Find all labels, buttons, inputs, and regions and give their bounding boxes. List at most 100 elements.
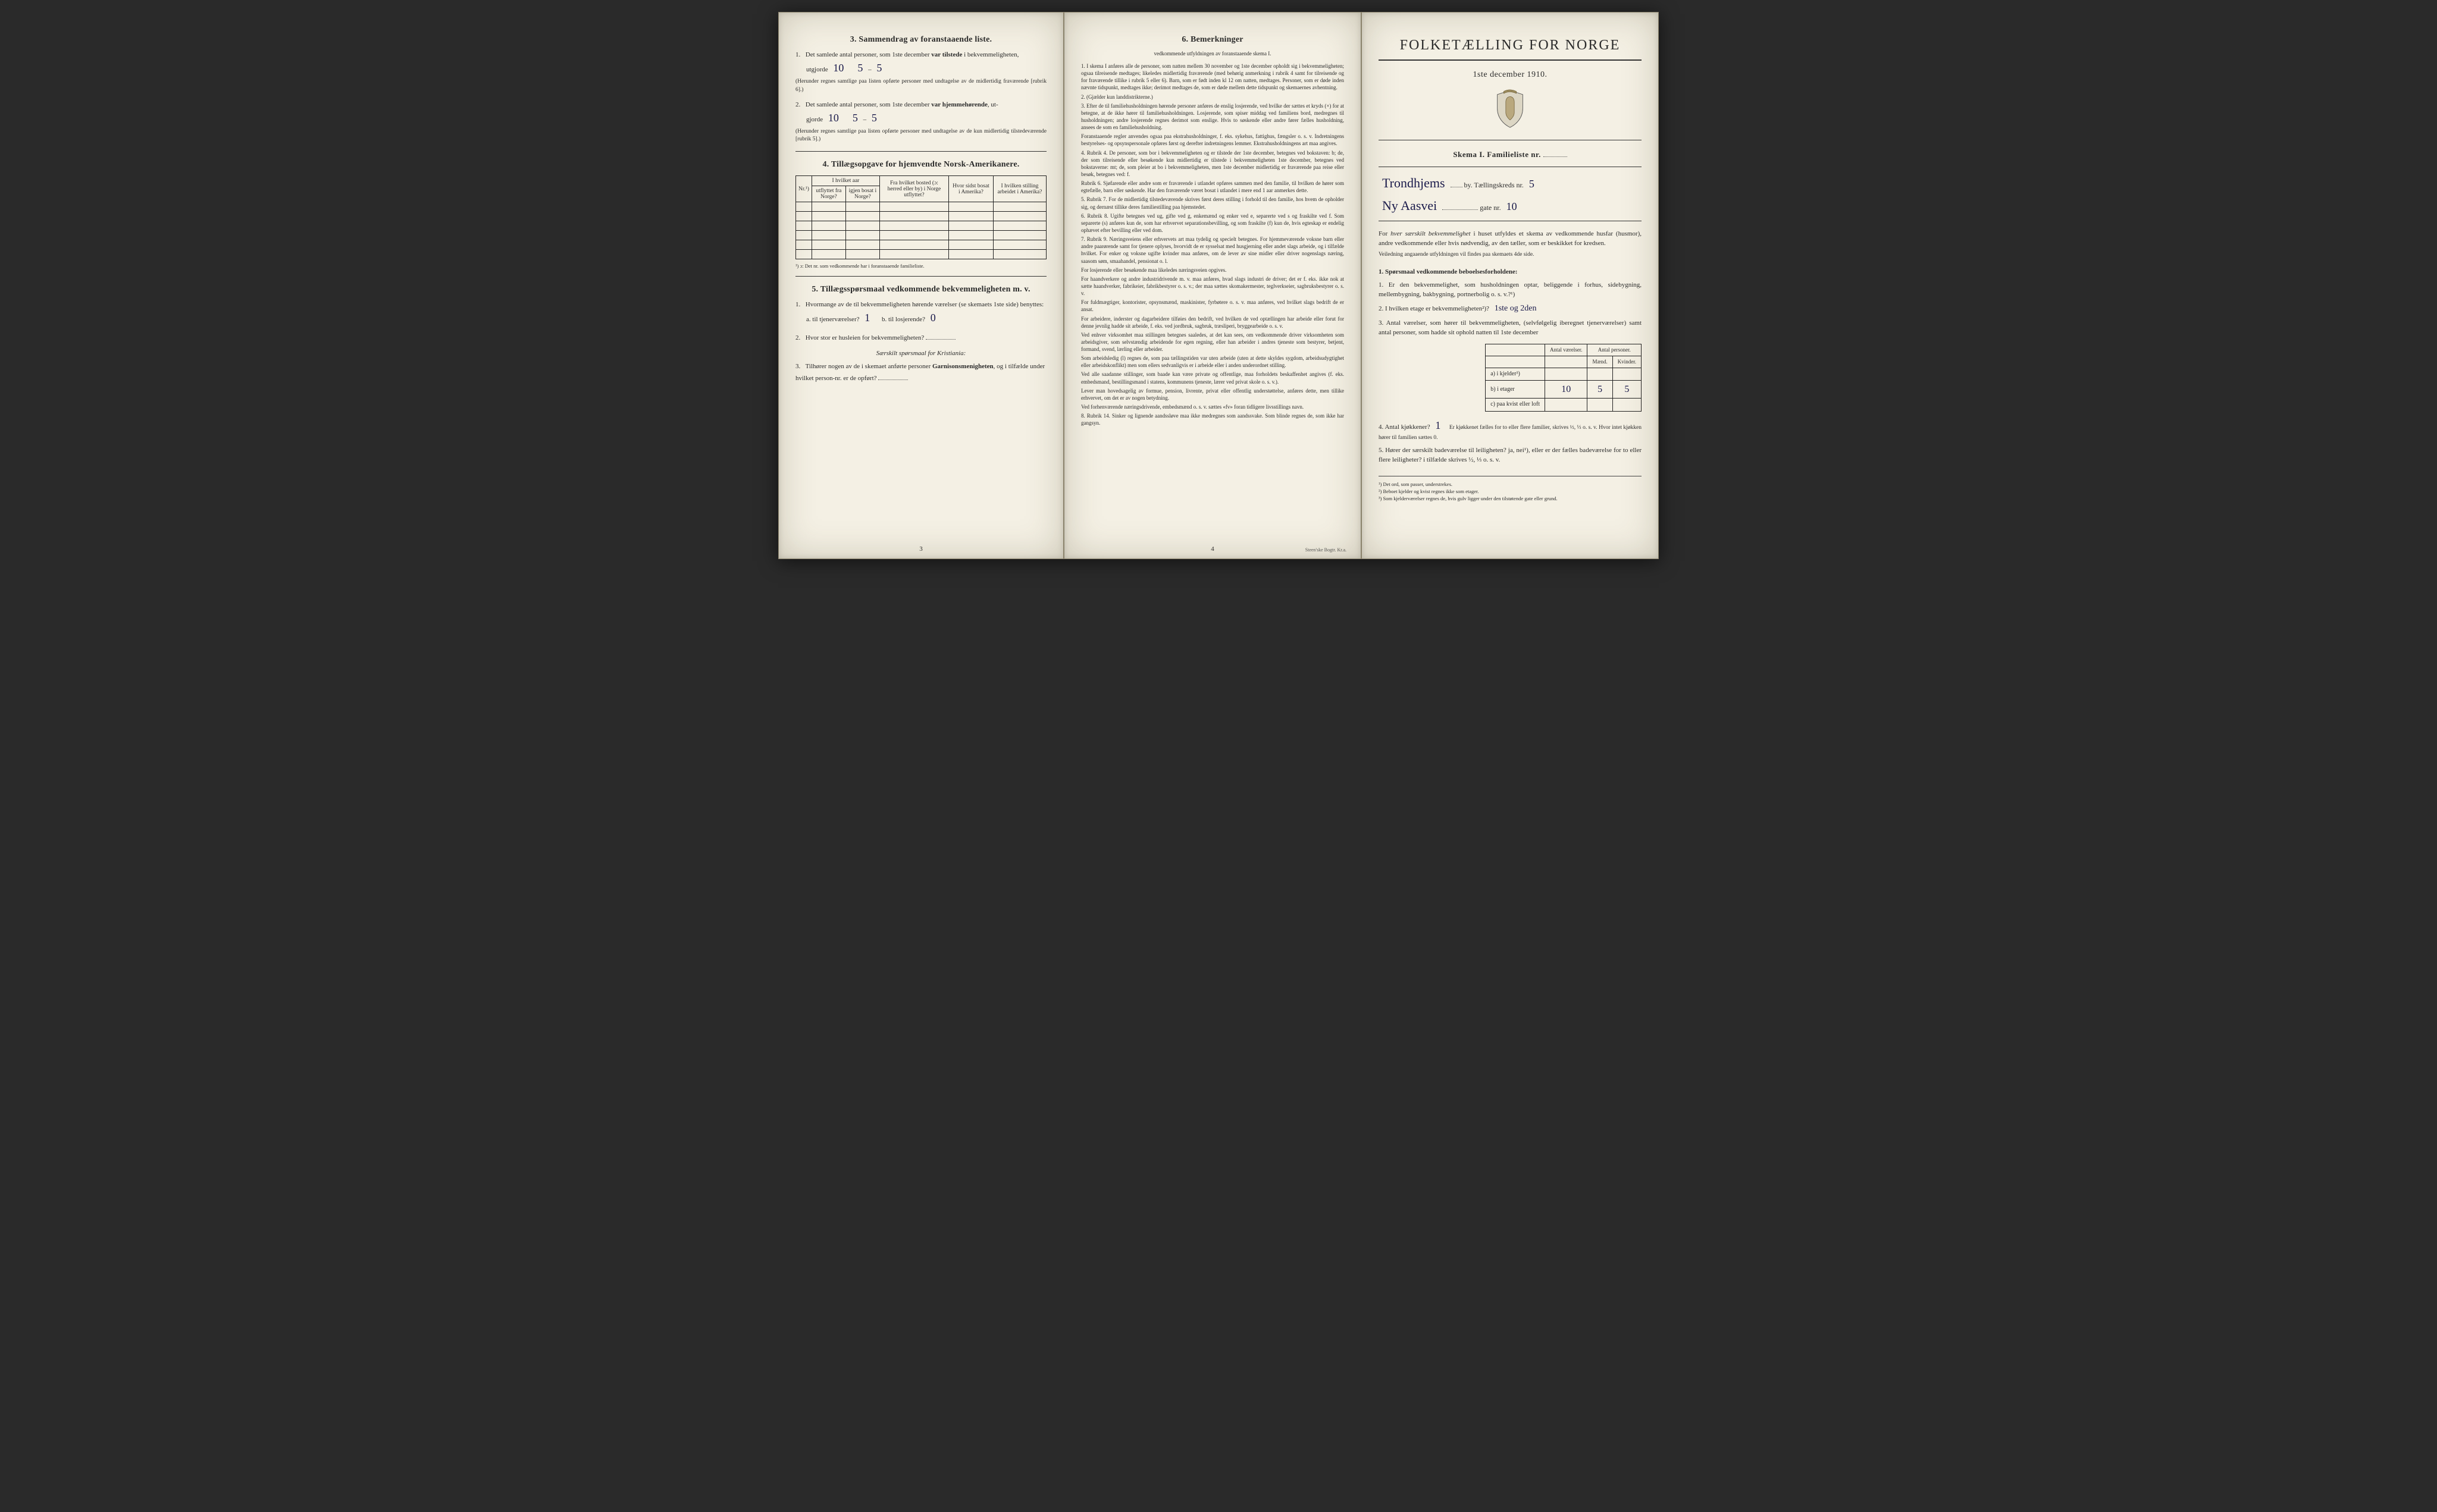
- row-c: c) paa kvist eller loft: [1486, 399, 1545, 412]
- sec5-q2-num: 2.: [795, 334, 804, 343]
- sec6-paragraph: Lever man hovedsagelig av formue, pensio…: [1081, 387, 1344, 401]
- table-row: [796, 250, 1047, 259]
- sec5-num: 5.: [812, 285, 818, 294]
- sec3-q1-note: (Herunder regnes samtlige paa listen opf…: [795, 78, 1047, 95]
- page-4: 6. Bemerkninger vedkommende utfyldningen…: [1064, 12, 1361, 559]
- sec6-paragraph: Ved alle saadanne stillinger, som baade …: [1081, 371, 1344, 385]
- q4-pre: 4. Antal kjøkkener?: [1379, 424, 1430, 431]
- gate-line: Ny Aasvei gate nr. 10: [1379, 198, 1642, 214]
- sec3-q2-bold: var hjemmehørende: [931, 101, 988, 108]
- sec5-title: Tillægsspørsmaal vedkommende bekvemmelig…: [820, 285, 1030, 294]
- q1: 1. Er den bekvemmelighet, som husholdnin…: [1379, 281, 1642, 300]
- sec3-num: 3.: [850, 35, 857, 44]
- sec6-paragraph: 6. Rubrik 8. Ugifte betegnes ved ug, gif…: [1081, 212, 1344, 234]
- col-aar: I hvilket aar: [812, 176, 879, 186]
- sec6-paragraph: 7. Rubrik 9. Næringsveiens eller erhverv…: [1081, 236, 1344, 265]
- sec5-q1-num: 1.: [795, 300, 804, 310]
- col-aar-b: igjen bosat i Norge?: [845, 186, 879, 202]
- main-title: FOLKETÆLLING FOR NORGE: [1379, 37, 1642, 54]
- sec6-paragraph: 4. Rubrik 4. De personer, som bor i bekv…: [1081, 149, 1344, 178]
- sec6-paragraph: For losjerende eller besøkende maa likel…: [1081, 266, 1344, 274]
- fn1: ¹) Det ord, som passer, understrekes.: [1379, 481, 1642, 487]
- b-vaer: 10: [1558, 384, 1574, 394]
- sec5-q1a-val: 1: [861, 312, 873, 324]
- rtbl-h2b: Kvinder.: [1612, 356, 1641, 368]
- gate-label: gate nr.: [1480, 203, 1501, 212]
- table-row: [796, 240, 1047, 250]
- sec3-q1-num: 1.: [795, 51, 804, 60]
- sec6-paragraph: Ved enhver virksomhet maa stillingen bet…: [1081, 331, 1344, 353]
- sec6-num: 6.: [1182, 35, 1188, 44]
- norsk-amerikanere-table: Nr.¹) I hvilket aar Fra hvilket bosted (…: [795, 175, 1047, 259]
- sec3-q1-val: 10: [829, 62, 847, 74]
- kreds-nr: 5: [1526, 178, 1538, 190]
- q-heading: 1. Spørsmaal vedkommende beboelsesforhol…: [1379, 268, 1517, 275]
- sec5-heading: 5. Tillægsspørsmaal vedkommende bekvemme…: [795, 285, 1047, 294]
- row-a: a) i kjelder³): [1486, 368, 1545, 381]
- right-footnotes: ¹) Det ord, som passer, understrekes. ²)…: [1379, 476, 1642, 501]
- page-number: 3: [779, 545, 1063, 553]
- b-k: 5: [1621, 384, 1633, 394]
- intro-text: For hver særskilt bekvemmelighet i huset…: [1379, 230, 1642, 259]
- skema-nr-blank: [1543, 149, 1567, 157]
- sec3-q1-val-m: 5: [854, 62, 866, 74]
- sec5-q3-blank: [878, 372, 908, 380]
- sec3-q2-line2: gjorde: [806, 116, 823, 123]
- intro1-pre: For: [1379, 230, 1387, 237]
- sec3-heading: 3. Sammendrag av foranstaaende liste.: [795, 35, 1047, 45]
- sec3-title: Sammendrag av foranstaaende liste.: [859, 35, 992, 44]
- sec6-paragraph: 8. Rubrik 14. Sinker og lignende aandssl…: [1081, 412, 1344, 426]
- sec5-q3-num: 3.: [795, 362, 804, 372]
- sec4-title: Tillægsopgave for hjemvendte Norsk-Ameri…: [831, 160, 1020, 169]
- sec5-q1: Hvormange av de til bekvemmeligheten hør…: [806, 301, 1044, 308]
- sec5-body: 1. Hvormange av de til bekvemmeligheten …: [795, 300, 1047, 384]
- sec5-q1a-label: a. til tjenerværelser?: [806, 316, 860, 323]
- by-line: Trondhjems by. Tællingskreds nr. 5: [1379, 175, 1642, 191]
- sec6-paragraph: 2. (Gjælder kun landdistrikterne.): [1081, 93, 1344, 101]
- printer-mark: Steen'ske Bogtr. Kr.a.: [1305, 547, 1346, 553]
- sec6-paragraph: Som arbeidsledig (l) regnes de, som paa …: [1081, 355, 1344, 369]
- sec5-q3-bold: Garnisonsmenigheten: [932, 363, 994, 370]
- sec3-body: 1. Det samlede antal personer, som 1ste …: [795, 51, 1047, 144]
- table-row: [796, 212, 1047, 221]
- sec6-paragraph: For haandverkere og andre industridriven…: [1081, 275, 1344, 297]
- fn2: ²) Beboet kjelder og kvist regnes ikke s…: [1379, 488, 1642, 494]
- table-row: [796, 202, 1047, 212]
- title-rule: [1379, 59, 1642, 61]
- sec3-q2-val: 10: [825, 112, 842, 124]
- sec5-kristiania: Særskilt spørsmaal for Kristiania:: [795, 349, 1047, 359]
- sec5-q2-blank: [926, 331, 956, 340]
- sec3-q2-pre: Det samlede antal personer, som 1ste dec…: [806, 101, 930, 108]
- col-bosted: Fra hvilket bosted (ɔ: herred eller by) …: [879, 176, 948, 202]
- gate-handwritten: Ny Aasvei: [1379, 198, 1440, 213]
- sec3-q2-num: 2.: [795, 101, 804, 110]
- sec6-title: Bemerkninger: [1191, 35, 1243, 44]
- sec6-heading: 6. Bemerkninger: [1081, 35, 1344, 45]
- sec3-q2-val-m: 5: [849, 112, 862, 124]
- q3: 3. Antal værelser, som hører til bekvemm…: [1379, 319, 1642, 338]
- col-stilling: I hvilken stilling arbeidet i Amerika?: [993, 176, 1046, 202]
- col-aar-a: utflyttet fra Norge?: [812, 186, 845, 202]
- table-row: [796, 231, 1047, 240]
- sec6-paragraph: 1. I skema I anføres alle de personer, s…: [1081, 62, 1344, 92]
- intro2: Veiledning angaaende utfyldningen vil fi…: [1379, 251, 1642, 259]
- rtbl-h1: Antal værelser.: [1545, 344, 1587, 356]
- fn3: ³) Som kjelderværelser regnes de, hvis g…: [1379, 495, 1642, 501]
- q2: 2. I hvilken etage er bekvemmeligheten²)…: [1379, 305, 1489, 312]
- sec3-q2-post: , ut-: [988, 101, 998, 108]
- divider: [795, 151, 1047, 152]
- table-row: [796, 221, 1047, 231]
- sec3-q1-pre: Det samlede antal personer, som 1ste dec…: [806, 51, 930, 58]
- sec3-utgjorde: utgjorde: [806, 66, 828, 73]
- sec4-heading: 4. Tillægsopgave for hjemvendte Norsk-Am…: [795, 160, 1047, 170]
- sec3-q1-val-k: 5: [873, 62, 885, 74]
- rtbl-blank: [1486, 344, 1545, 356]
- three-page-spread: 3. Sammendrag av foranstaaende liste. 1.…: [778, 12, 1659, 559]
- sec6-body: 1. I skema I anføres alle de personer, s…: [1081, 62, 1344, 426]
- sec6-subcaption: vedkommende utfyldningen av foranstaaend…: [1081, 51, 1344, 57]
- b-m: 5: [1594, 384, 1606, 394]
- q2-val: 1ste og 2den: [1491, 304, 1540, 313]
- col-sidst: Hvor sidst bosat i Amerika?: [948, 176, 993, 202]
- q4-val: 1: [1431, 419, 1444, 431]
- page-1-cover: FOLKETÆLLING FOR NORGE 1ste december 191…: [1361, 12, 1659, 559]
